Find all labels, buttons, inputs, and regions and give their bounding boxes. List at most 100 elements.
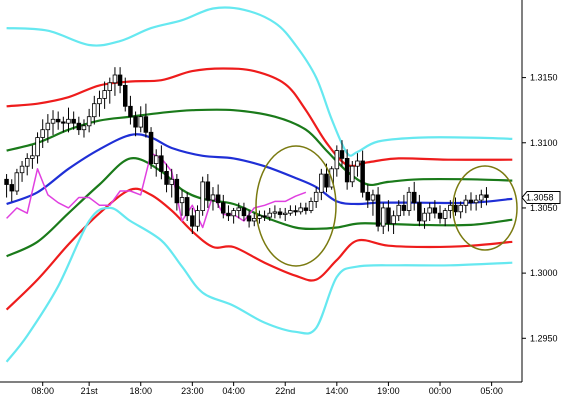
candle <box>195 205 200 232</box>
candle-body <box>35 137 40 157</box>
candle-body <box>107 82 113 92</box>
y-axis-ticks: 1.2950 1.3000 1.3050 1.3100 1.3150 <box>522 73 558 343</box>
x-tick-label: 23:00 <box>181 386 204 396</box>
candle <box>262 210 267 221</box>
candle-body <box>484 194 489 198</box>
line-bb-upper-2 <box>6 67 513 168</box>
candle-body <box>236 207 241 211</box>
highlight-ellipse-right <box>452 165 518 251</box>
candle-body <box>55 118 61 123</box>
line-bb-upper-3 <box>6 6 513 157</box>
candle-body <box>277 211 283 215</box>
candle-body <box>396 204 401 217</box>
candle-body <box>334 150 340 170</box>
candle <box>92 95 97 125</box>
candle-body <box>159 155 164 172</box>
candle-body <box>50 118 56 124</box>
candle-body <box>272 211 278 214</box>
candle <box>200 176 205 216</box>
candle <box>417 194 422 227</box>
candle <box>277 207 283 219</box>
candle <box>35 132 40 164</box>
candle-body <box>19 165 25 174</box>
candle-body <box>112 74 118 84</box>
candle-body <box>92 103 97 118</box>
candle-body <box>231 210 236 217</box>
candle <box>45 114 51 143</box>
candle-body <box>71 118 76 124</box>
candle <box>288 205 293 216</box>
current-price-flag-shape <box>521 191 561 205</box>
candle <box>55 111 61 130</box>
candle-body <box>215 194 221 204</box>
candle <box>148 127 154 169</box>
candle-body <box>148 131 154 165</box>
candle <box>117 67 123 94</box>
candle <box>50 110 56 135</box>
candle <box>391 210 396 235</box>
candle-body <box>143 116 149 133</box>
candle-body <box>386 207 391 224</box>
candle <box>71 111 76 130</box>
candle <box>442 207 448 227</box>
candle-body <box>200 181 205 211</box>
candle <box>484 187 489 206</box>
highlight-ellipse-left <box>255 145 337 267</box>
x-tick-label: 00:00 <box>429 386 452 396</box>
candle <box>123 77 128 112</box>
candle-body <box>453 204 458 213</box>
x-tick-label: 18:00 <box>129 386 152 396</box>
candle-body <box>4 178 9 185</box>
candle <box>257 210 262 224</box>
candle <box>143 103 149 138</box>
candle-body <box>458 204 463 213</box>
candle-body <box>133 116 138 128</box>
candle <box>386 200 391 232</box>
candle <box>174 174 180 211</box>
candle-body <box>184 197 190 217</box>
x-tick-label: 14:00 <box>326 386 349 396</box>
candle <box>396 200 401 221</box>
candle <box>236 202 241 219</box>
candle-body <box>246 215 252 222</box>
candle-body <box>288 210 293 214</box>
candle-body <box>220 202 226 214</box>
candle <box>164 163 169 193</box>
candle <box>231 207 236 224</box>
candle <box>406 187 412 216</box>
candle <box>282 207 288 221</box>
candle-body <box>9 184 14 192</box>
candle <box>298 202 303 215</box>
candle <box>360 150 365 198</box>
candle-body <box>169 178 174 185</box>
y-tick-label: 1.3000 <box>530 268 558 278</box>
candle-body <box>153 155 159 165</box>
candle <box>66 107 71 133</box>
candle <box>241 202 247 221</box>
candle <box>272 205 278 219</box>
candle-body <box>473 199 479 204</box>
candle <box>61 116 66 133</box>
candle <box>169 168 174 198</box>
candle <box>303 202 309 215</box>
candle-body <box>432 207 438 214</box>
candle-body <box>190 215 195 227</box>
candle <box>81 119 87 138</box>
candle-body <box>138 116 143 128</box>
x-tick-label: 19:00 <box>377 386 400 396</box>
candle <box>159 145 164 180</box>
current-price-flag: 1.3058 <box>521 191 561 205</box>
candle-body <box>195 210 200 227</box>
candle-body <box>174 178 180 204</box>
candle <box>463 194 469 214</box>
candle-body <box>30 155 35 159</box>
candle-body <box>66 118 71 124</box>
candle <box>9 179 14 202</box>
candle-body <box>257 215 262 219</box>
candle-body <box>365 191 370 201</box>
candle <box>473 194 479 211</box>
candle <box>153 149 159 177</box>
candle <box>308 197 314 214</box>
x-tick-label: 04:00 <box>222 386 245 396</box>
candle <box>437 205 443 224</box>
